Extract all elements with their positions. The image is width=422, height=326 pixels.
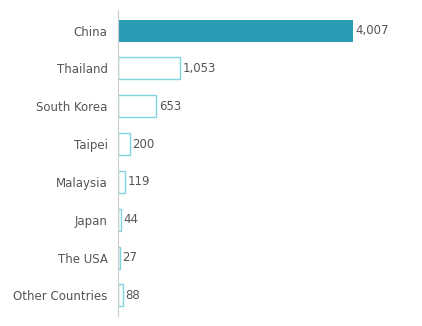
Text: 4,007: 4,007 (356, 24, 389, 37)
Text: 653: 653 (159, 100, 181, 113)
Text: 200: 200 (132, 138, 154, 151)
Bar (118, 57, 180, 80)
Bar (118, 209, 121, 231)
Bar (118, 133, 130, 155)
Bar (118, 20, 353, 41)
Bar (118, 95, 157, 117)
Bar (118, 285, 123, 306)
Bar (118, 246, 120, 269)
Text: 27: 27 (122, 251, 137, 264)
Text: 88: 88 (126, 289, 141, 302)
Text: 44: 44 (123, 213, 138, 226)
Text: 119: 119 (127, 175, 150, 188)
Text: 1,053: 1,053 (182, 62, 216, 75)
Bar (118, 171, 125, 193)
